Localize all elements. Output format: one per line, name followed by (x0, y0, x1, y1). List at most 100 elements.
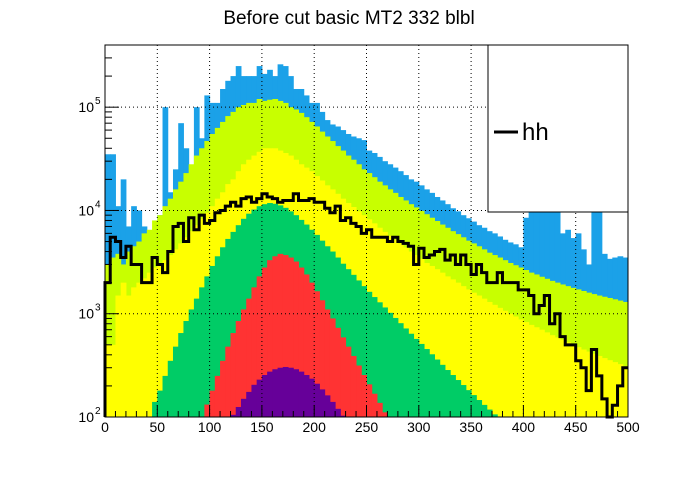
x-tick-label-250: 250 (355, 419, 379, 435)
bar-red-215 (329, 318, 336, 418)
bar-yellow-10 (115, 295, 122, 418)
bar-red-225 (340, 337, 347, 418)
bar-red-220 (335, 327, 341, 418)
bar-purple-145 (256, 379, 263, 418)
bar-yellow-410 (533, 327, 540, 418)
bar-lime-485 (612, 299, 619, 417)
bar-yellow-445 (570, 344, 577, 418)
bar-green-300 (418, 343, 425, 417)
bar-yellow-0 (105, 344, 111, 418)
bar-purple-215 (329, 401, 336, 417)
bar-red-125 (235, 321, 242, 418)
bar-lime-475 (601, 296, 608, 418)
bar-green-95 (204, 276, 211, 417)
bar-red-185 (298, 267, 305, 417)
bars-layer (105, 64, 629, 418)
bar-yellow-30 (136, 282, 143, 417)
bar-green-365 (486, 409, 493, 417)
bar-green-110 (220, 247, 226, 418)
bar-green-235 (350, 274, 357, 417)
bar-red-130 (240, 309, 247, 418)
bar-purple-170 (282, 366, 289, 418)
bar-green-45 (152, 401, 158, 417)
y-tick-label-10000: 10 (78, 202, 94, 218)
bar-green-240 (356, 280, 362, 417)
bar-yellow-315 (434, 269, 441, 417)
bar-yellow-440 (565, 342, 571, 418)
chart-title: Before cut basic MT2 332 blbl (223, 8, 474, 29)
legend-hh-label: hh (522, 119, 549, 146)
legend: hh (487, 44, 629, 213)
bar-yellow-70 (178, 243, 184, 418)
bar-green-280 (397, 323, 404, 417)
bar-yellow-345 (465, 289, 472, 418)
bar-yellow-490 (617, 364, 624, 417)
bar-lime-480 (607, 297, 613, 417)
bar-green-85 (193, 298, 200, 418)
bar-purple-175 (288, 367, 294, 417)
bar-purple-130 (240, 398, 247, 418)
bar-red-160 (272, 256, 279, 418)
bar-green-325 (444, 370, 451, 417)
bar-green-265 (382, 307, 388, 417)
bar-green-275 (392, 317, 399, 417)
y-tick-exp-100: 2 (95, 406, 101, 417)
bar-red-100 (209, 390, 216, 417)
bar-red-260 (376, 402, 383, 418)
bar-green-335 (455, 380, 462, 418)
bar-yellow-495 (622, 366, 629, 418)
bar-green-285 (403, 328, 409, 417)
bar-red-180 (293, 261, 300, 417)
bar-green-290 (408, 333, 415, 418)
hh-line-layer (103, 192, 628, 419)
bar-lime-495 (622, 301, 629, 417)
bar-red-245 (361, 375, 367, 418)
bar-yellow-45 (152, 267, 158, 417)
bar-purple-205 (319, 389, 326, 417)
bar-green-305 (424, 349, 430, 418)
bar-yellow-450 (575, 347, 582, 418)
bar-yellow-305 (424, 262, 430, 418)
bar-yellow-310 (429, 265, 435, 418)
bar-green-370 (492, 414, 498, 417)
bar-green-100 (209, 265, 216, 418)
bar-green-80 (188, 309, 195, 418)
bar-red-115 (225, 346, 232, 417)
bar-green-255 (371, 297, 378, 418)
bar-yellow-420 (544, 332, 551, 418)
bar-red-140 (251, 287, 258, 418)
bar-red-190 (303, 274, 310, 417)
bar-yellow-475 (601, 358, 608, 417)
bar-purple-140 (251, 384, 258, 418)
bar-yellow-335 (455, 282, 462, 417)
bar-red-105 (214, 375, 221, 418)
bar-yellow-465 (591, 353, 598, 417)
bar-purple-165 (277, 367, 284, 417)
y-tick-exp-1000: 3 (95, 303, 101, 314)
bar-red-120 (230, 333, 237, 417)
bar-yellow-430 (554, 337, 561, 418)
x-tick-label-50: 50 (150, 419, 166, 435)
bar-yellow-400 (523, 322, 530, 418)
bar-purple-155 (267, 371, 273, 417)
bar-green-330 (450, 375, 456, 418)
bar-purple-210 (324, 395, 331, 418)
bar-yellow-20 (125, 295, 132, 418)
bar-red-95 (204, 404, 211, 417)
bar-yellow-55 (162, 260, 169, 417)
bar-green-90 (199, 287, 205, 418)
bar-yellow-350 (471, 292, 477, 417)
bar-yellow-395 (518, 319, 524, 417)
bar-yellow-405 (528, 324, 535, 417)
bar-lime-490 (617, 300, 624, 417)
bar-purple-195 (308, 378, 315, 417)
bar-green-230 (345, 269, 352, 417)
bar-yellow-50 (157, 264, 164, 418)
bar-red-170 (282, 255, 289, 417)
x-tick-label-500: 500 (616, 419, 640, 435)
bar-yellow-485 (612, 362, 619, 418)
bar-red-195 (308, 282, 315, 417)
